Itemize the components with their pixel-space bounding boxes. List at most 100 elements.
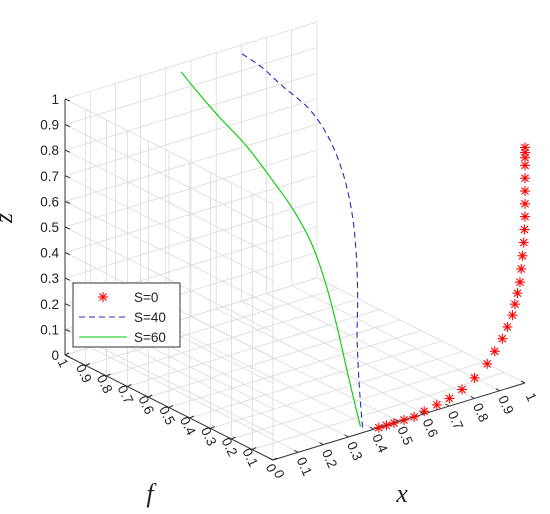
asterisk-stroke — [470, 373, 479, 382]
f-tick-mark — [64, 352, 70, 356]
data-point-asterisk — [482, 358, 493, 369]
x-axis-label: x — [395, 479, 408, 508]
f-tick-mark — [272, 457, 278, 461]
x-tick-mark — [344, 434, 349, 438]
series-s0 — [373, 142, 530, 433]
x-tick-label: 0.4 — [369, 432, 391, 456]
asterisk-stroke — [518, 251, 527, 260]
grid-line-wall-left-z — [64, 149, 274, 256]
grid-line-wall-left-z — [64, 124, 274, 230]
data-point-asterisk — [516, 263, 527, 274]
grid-line-floor-x — [241, 300, 450, 407]
asterisk-stroke — [508, 311, 517, 320]
asterisk-stroke — [521, 174, 529, 183]
x-tick-mark — [470, 395, 475, 399]
legend-label: S=40 — [134, 310, 166, 325]
z-tick-mark — [64, 98, 71, 102]
grid-line-floor-x — [291, 285, 500, 392]
asterisk-stroke — [521, 161, 529, 170]
z-tick-label: 0.8 — [40, 143, 59, 158]
z-tick-mark — [64, 303, 71, 307]
asterisk-stroke — [517, 265, 526, 273]
data-point-asterisk — [519, 224, 530, 235]
z-tick-label: 1 — [51, 92, 59, 107]
x-tick-label: 0.6 — [420, 416, 441, 439]
z-tick-mark — [64, 277, 71, 281]
asterisk-stroke — [510, 300, 519, 309]
grid-line-wall-left-z — [64, 226, 274, 333]
z-tick-mark — [64, 252, 71, 256]
asterisk-stroke — [445, 394, 454, 403]
z-tick-mark — [64, 175, 71, 179]
asterisk-stroke — [432, 400, 441, 409]
tick-labels: 0000.10.10.10.20.20.20.30.30.30.40.40.40… — [40, 92, 539, 481]
asterisk-stroke — [521, 187, 529, 195]
z-tick-label: 0.2 — [40, 297, 59, 312]
z-tick-mark — [64, 328, 71, 332]
data-point-asterisk — [457, 384, 467, 395]
f-tick-mark — [147, 394, 153, 398]
grid-line-wall-left-z — [64, 201, 274, 307]
series-line — [180, 71, 361, 427]
grid-line-wall-left-z — [64, 98, 274, 205]
asterisk-stroke — [410, 412, 419, 421]
data-point-asterisk — [388, 418, 399, 429]
grid-line-floor-f — [85, 288, 338, 366]
data-point-asterisk — [444, 393, 455, 404]
data-point-asterisk — [518, 237, 529, 248]
f-tick-mark — [168, 405, 174, 408]
legend-label: S=0 — [134, 290, 158, 305]
grid-line-wall-back-z — [64, 21, 318, 100]
asterisk-stroke — [519, 238, 528, 247]
data-point-asterisk — [520, 173, 530, 184]
grid-line-floor-f — [148, 319, 401, 398]
legend-box — [72, 282, 181, 348]
grid-line-floor-f — [106, 298, 359, 377]
legend: S=0 S=40 S=60 — [72, 282, 181, 348]
data-point-asterisk — [517, 250, 528, 261]
data-point-asterisk — [431, 399, 442, 410]
x-tick-mark — [319, 442, 324, 446]
z-tick-mark — [64, 354, 71, 358]
f-tick-label: 0.1 — [239, 446, 261, 469]
grid-line-floor-x — [266, 293, 475, 399]
data-point-asterisk — [507, 310, 518, 321]
series-group — [180, 51, 530, 433]
f-tick-mark — [106, 373, 111, 377]
data-point-asterisk — [373, 422, 384, 433]
data-point-asterisk — [469, 372, 480, 383]
asterisk-stroke — [516, 278, 524, 287]
z-tick-label: 0.1 — [40, 322, 59, 337]
asterisk-stroke — [99, 293, 107, 301]
f-tick-label: 0.4 — [177, 414, 199, 438]
f-tick-label: 0.9 — [73, 362, 95, 385]
f-tick-mark — [231, 436, 236, 440]
data-point-asterisk — [502, 321, 513, 332]
x-tick-label: 0.9 — [495, 393, 516, 416]
f-tick-label: 0.6 — [135, 393, 157, 416]
x-tick-mark — [268, 457, 274, 461]
f-tick-mark — [189, 415, 195, 419]
z-tick-mark — [64, 124, 71, 128]
asterisk-stroke — [390, 419, 398, 427]
z-tick-mark — [64, 149, 71, 153]
grid-line-floor-f — [127, 309, 380, 387]
grid-line-wall-back-z — [64, 72, 318, 151]
f-tick-label: 0.2 — [219, 435, 241, 458]
grid-line-floor-x — [216, 308, 425, 415]
x-tick-label: 0.8 — [470, 401, 491, 424]
x-tick-mark — [293, 449, 299, 453]
z-tick-label: 0.3 — [40, 271, 59, 286]
data-point-asterisk — [520, 198, 530, 209]
f-tick-label: 0.3 — [198, 425, 220, 448]
data-point-asterisk — [497, 333, 508, 344]
data-point-asterisk — [520, 186, 530, 196]
data-point-asterisk — [419, 406, 430, 417]
x-tick-mark — [369, 426, 375, 430]
f-tick-mark — [210, 426, 215, 429]
data-point-asterisk — [512, 288, 523, 299]
f-tick-label: 0.8 — [94, 372, 116, 395]
asterisk-stroke — [513, 289, 522, 298]
x-tick-label: 0.7 — [445, 409, 466, 432]
